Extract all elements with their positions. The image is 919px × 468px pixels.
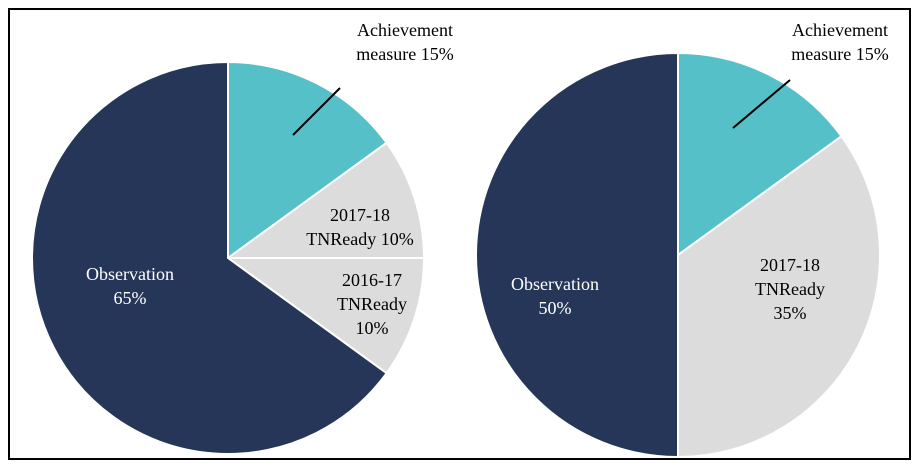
leader-line	[292, 87, 341, 136]
pie-slice	[224, 141, 426, 259]
slice-label: Observation 50%	[495, 272, 615, 320]
slice-label: Achievement measure 15%	[335, 18, 475, 66]
slice-value: 35%	[773, 303, 807, 323]
slice-name: 2017-18 TNReady	[755, 255, 825, 299]
slice-label: Observation 65%	[70, 262, 190, 310]
pie-slice	[677, 134, 881, 459]
slice-name: 2017-18 TNReady	[306, 205, 390, 249]
pie-slice	[677, 51, 843, 257]
slice-value: 65%	[113, 288, 147, 308]
slice-name: Achievement measure	[356, 20, 453, 64]
slice-value: 10%	[355, 318, 389, 338]
slice-label: 2017-18 TNReady 10%	[295, 203, 425, 251]
leader-line	[732, 79, 791, 129]
slice-name: Observation	[86, 264, 174, 284]
pie-slice	[475, 51, 679, 459]
slice-value: 15%	[855, 44, 889, 64]
slice-label: 2017-18 TNReady 35%	[745, 253, 835, 325]
slice-label: 2016-17 TNReady 10%	[327, 268, 417, 340]
slice-name: Achievement measure	[791, 20, 888, 64]
slice-value: 10%	[380, 229, 414, 249]
slice-value: 15%	[420, 44, 454, 64]
pie-slice	[227, 60, 388, 260]
slice-name: Observation	[511, 274, 599, 294]
pie-slice	[224, 257, 426, 375]
slice-value: 50%	[538, 298, 572, 318]
slice-label: Achievement measure 15%	[770, 18, 910, 66]
pie-slice	[31, 60, 388, 455]
slice-name: 2016-17 TNReady	[337, 270, 407, 314]
